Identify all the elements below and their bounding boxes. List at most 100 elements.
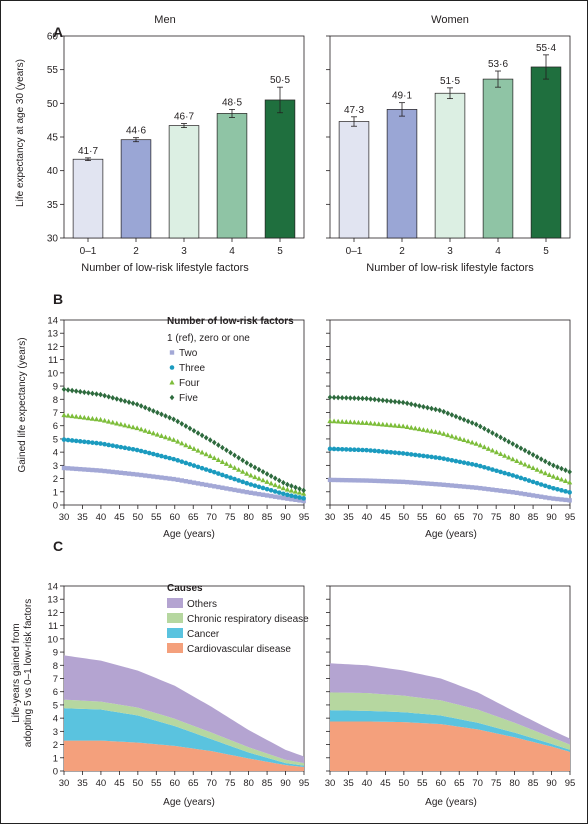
B-women-point-three	[343, 447, 349, 452]
B-men-point-four	[69, 413, 75, 419]
B-men-point-five	[264, 471, 270, 477]
B-women-point-two	[417, 480, 422, 486]
B-men-point-four	[175, 438, 181, 444]
B-women-point-five	[335, 394, 341, 401]
B-men-point-five	[90, 390, 95, 397]
B-women-xtick-label-6: 60	[435, 512, 446, 523]
B-women-point-four	[433, 429, 439, 435]
legend-b-three: Three	[179, 363, 206, 374]
C-women-xtick-label-6: 60	[435, 778, 446, 789]
B-men-point-five	[126, 399, 132, 405]
B-women-point-two	[526, 492, 532, 497]
B-women-point-four	[550, 473, 556, 479]
B-women-point-four	[510, 456, 516, 462]
B-men-point-four	[93, 416, 100, 422]
B-men-point-three	[203, 467, 209, 472]
B-men-point-five	[134, 401, 140, 408]
B-women-point-four	[416, 426, 422, 432]
B-women-point-three	[372, 448, 377, 454]
B-men-point-four	[236, 466, 242, 472]
B-women-point-three	[356, 447, 361, 453]
B-women-xtick-label-5: 55	[417, 512, 428, 523]
C-women-xtick-label-0: 30	[325, 778, 336, 789]
C-men-ytick-label-1: 1	[53, 753, 58, 764]
A-men-xtick-label-4: 5	[277, 246, 283, 257]
B-men-point-five	[248, 462, 254, 469]
legend-c-swatch-cardiovascular-disease	[167, 643, 183, 653]
B-women-point-two	[433, 481, 438, 487]
B-women-point-two	[360, 478, 365, 483]
B-women-point-four	[437, 429, 443, 435]
B-women-series-five	[327, 394, 572, 475]
B-women-point-five	[433, 406, 438, 413]
B-men-point-two	[220, 485, 225, 490]
B-men-point-five	[98, 391, 103, 398]
B-women-point-two	[502, 488, 507, 494]
B-women-point-five	[510, 441, 516, 447]
B-women-xtick-label-3: 45	[380, 512, 391, 523]
B-women-point-two	[384, 479, 390, 484]
B-women-point-two	[421, 481, 426, 486]
B-men-point-two	[285, 496, 290, 501]
B-women-point-five	[449, 412, 455, 418]
B-men-point-four	[179, 440, 185, 446]
legend-c-respiratory: Chronic respiratory disease	[187, 614, 309, 625]
legend-b-marker-five	[169, 394, 175, 401]
B-men-point-four	[167, 435, 173, 441]
B-women-point-five	[437, 407, 442, 414]
B-men-point-two	[264, 493, 270, 498]
C-women-xtick-label-10: 80	[509, 778, 520, 789]
B-men-point-three	[77, 439, 83, 444]
B-men-point-five	[110, 395, 116, 401]
B-men-point-four	[288, 487, 295, 493]
B-women-point-three	[429, 454, 434, 460]
A-men-xtick-label-1: 2	[133, 246, 139, 257]
B-men-point-three	[98, 441, 103, 446]
b-women-xlabel: Age (years)	[425, 529, 477, 540]
B-men-xtick-label-5: 55	[151, 512, 162, 523]
B-women-point-five	[417, 403, 422, 409]
B-men-xtick-label-0: 30	[59, 512, 70, 523]
B-women-point-three	[530, 479, 536, 485]
B-women-point-three	[352, 447, 357, 453]
B-men-point-three	[122, 445, 128, 451]
B-women-point-five	[445, 410, 451, 417]
B-men-point-three	[285, 492, 290, 498]
B-women-point-five	[339, 394, 345, 401]
B-women-point-two	[380, 478, 385, 484]
B-women-point-three	[457, 459, 463, 465]
legend-b-marker-two	[169, 350, 175, 355]
B-women-point-three	[538, 482, 544, 487]
B-men-point-three	[82, 439, 87, 445]
b-men-xlabel: Age (years)	[163, 529, 215, 540]
B-women-point-two	[567, 498, 572, 503]
B-men-xtick-label-6: 60	[169, 512, 180, 523]
B-women-point-two	[551, 496, 556, 501]
B-men-point-three	[232, 476, 237, 482]
B-women-point-two	[368, 478, 373, 483]
B-women-point-four	[542, 470, 548, 476]
B-men-ytick-label-4: 4	[53, 448, 58, 459]
B-women-point-four	[376, 421, 382, 427]
B-women-point-two	[400, 479, 406, 485]
B-women-point-three	[380, 449, 386, 454]
B-women-xtick-label-1: 35	[343, 512, 354, 523]
B-men-point-five	[293, 484, 298, 491]
A-men-ytick-label-0: 30	[47, 234, 59, 245]
B-women-point-four	[477, 442, 483, 448]
C-women-xtick-label-12: 90	[546, 778, 557, 789]
B-women-point-three	[547, 484, 552, 490]
B-men-point-five	[138, 403, 144, 409]
B-women-point-two	[469, 485, 475, 490]
B-men-point-four	[97, 416, 104, 422]
B-women-point-five	[563, 467, 568, 474]
C-women-area-cardiovascular-disease	[330, 721, 570, 771]
B-men-point-three	[130, 447, 136, 452]
B-women-point-five	[400, 399, 406, 406]
B-women-point-five	[453, 413, 459, 420]
legend-c-swatch-others	[167, 598, 183, 608]
B-men-point-two	[293, 497, 298, 503]
B-men-point-four	[89, 415, 96, 421]
C-men-xtick-label-2: 40	[96, 778, 107, 789]
B-women-point-five	[547, 460, 552, 467]
